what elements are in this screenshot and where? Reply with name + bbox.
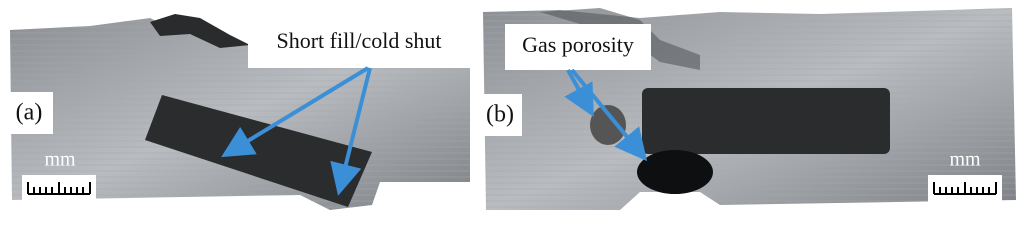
scale-bar (928, 175, 1002, 203)
arrow (330, 67, 372, 196)
scale-unit: mm (949, 149, 981, 171)
annotation: Gas porosity (522, 32, 634, 57)
annotation-box (505, 24, 651, 70)
arrow (564, 69, 594, 118)
scale-unit: mm (44, 149, 76, 171)
scale-bar (22, 175, 96, 203)
panel-b: Gas porosity (b) mm (478, 8, 1016, 210)
arrow (221, 66, 370, 158)
panel-a: Short fill/cold shut (a) mm (5, 14, 470, 210)
arrow (570, 68, 648, 162)
annotation: Short fill/cold shut (277, 28, 442, 53)
panel-label: (b) (486, 102, 514, 128)
defect-edge (150, 14, 250, 48)
figure: Short fill/cold shut (a) mm Gas porosity… (5, 8, 1016, 210)
pore (637, 150, 713, 194)
shrinkage-region (642, 88, 890, 154)
annotation-box (248, 17, 470, 68)
label-box (5, 92, 53, 134)
defect-edge (540, 8, 700, 70)
short-fill-region (145, 95, 372, 207)
label-box (478, 94, 522, 136)
panel-label: (a) (16, 100, 43, 126)
